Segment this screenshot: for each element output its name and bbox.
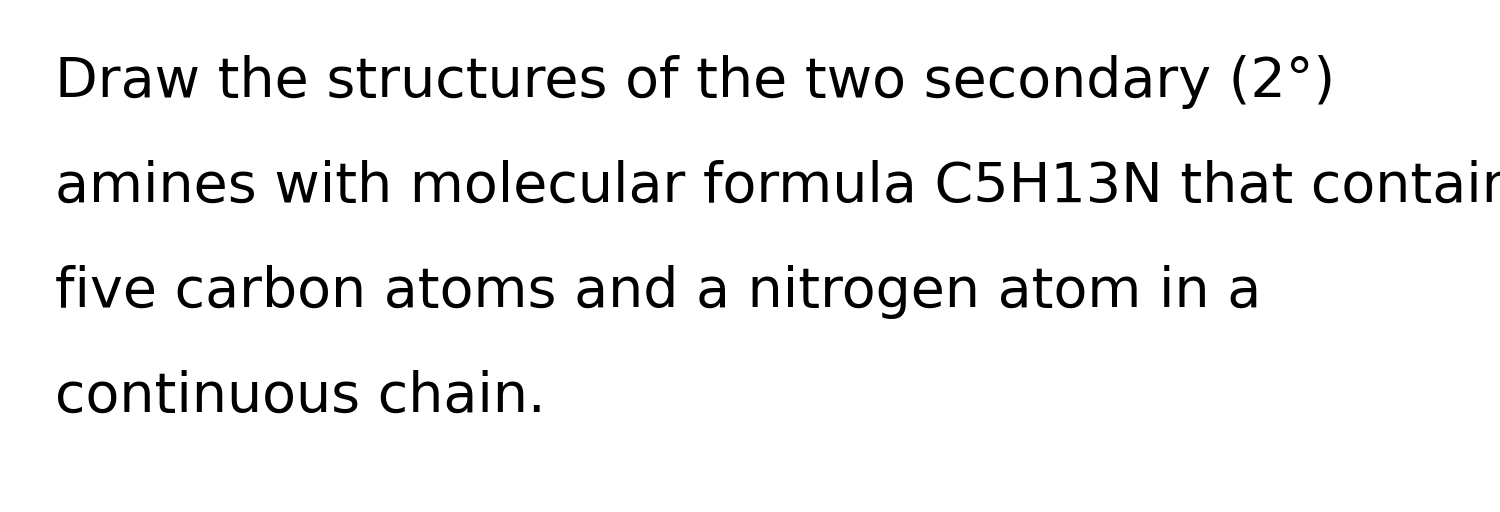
Text: continuous chain.: continuous chain. xyxy=(56,370,546,424)
Text: Draw the structures of the two secondary (2°): Draw the structures of the two secondary… xyxy=(56,55,1335,109)
Text: five carbon atoms and a nitrogen atom in a: five carbon atoms and a nitrogen atom in… xyxy=(56,265,1262,319)
Text: amines with molecular formula C5H13N that contain: amines with molecular formula C5H13N tha… xyxy=(56,160,1500,214)
